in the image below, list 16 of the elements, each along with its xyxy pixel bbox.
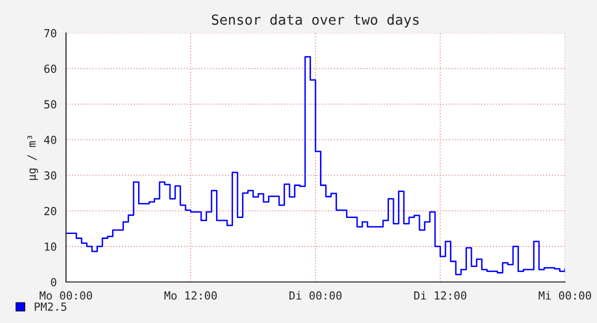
legend-label: PM2.5	[34, 302, 66, 311]
y-tick-label: 20	[44, 206, 56, 216]
chart-title: Sensor data over two days	[212, 14, 419, 28]
y-tick-label: 60	[44, 64, 56, 73]
x-tick-label: Mo 00:00	[40, 291, 92, 300]
y-tick-label: 40	[44, 136, 56, 144]
y-tick-label: 30	[44, 171, 56, 180]
y-tick-label: 70	[44, 29, 56, 38]
x-tick-label: Di 12:00	[414, 291, 466, 300]
y-tick-label: 10	[44, 242, 56, 251]
y-tick-label: 0	[51, 278, 56, 286]
x-tick-label: Mi 00:00	[538, 291, 592, 300]
x-tick-label: Mo 12:00	[164, 291, 217, 300]
y-axis-title: µg / m³	[27, 136, 38, 180]
y-tick-label: 50	[44, 100, 56, 109]
x-tick-label: Di 00:00	[289, 291, 342, 300]
